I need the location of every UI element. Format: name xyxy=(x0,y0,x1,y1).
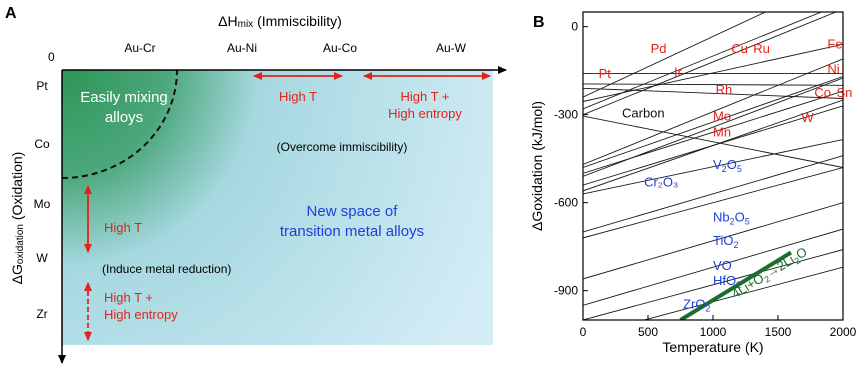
y-axis-label: ΔGoxidation (kJ/mol) xyxy=(529,101,545,231)
oxidation-chart: 0 500 1000 1500 2000 0 -300 -600 -900 Temperature… xyxy=(529,11,857,355)
series-line-zro2 xyxy=(642,266,843,320)
y-category-co: Co xyxy=(34,137,50,151)
reaction-label: 4Li+O2→2Li2O xyxy=(729,244,811,303)
series-line-ir xyxy=(583,83,843,86)
line-label: Nb2O5 xyxy=(713,210,750,227)
y-axis-title: ΔGoxidation (Oxidation) xyxy=(9,152,26,285)
overcome-immiscibility-label: (Overcome immiscibility) xyxy=(277,140,408,154)
line-label: Mo xyxy=(713,109,731,124)
line-label: Rh xyxy=(716,82,733,97)
line-label: Pt xyxy=(599,66,612,81)
line-label: VO xyxy=(713,258,732,273)
series-line-cu xyxy=(583,12,823,110)
series-lines xyxy=(583,12,843,320)
line-label: Cr₂O₃ xyxy=(644,175,678,190)
series-line-nb2o5 xyxy=(583,167,843,239)
y-tick-label: -600 xyxy=(554,196,578,210)
line-label: Pd xyxy=(651,41,667,56)
series-line-rh xyxy=(583,87,843,99)
x-category-au-co: Au-Co xyxy=(323,41,357,55)
x-tick-label: 0 xyxy=(580,325,587,339)
line-label: V2O5 xyxy=(713,157,742,174)
y-category-pt: Pt xyxy=(36,79,48,93)
x-tick-label: 500 xyxy=(638,325,658,339)
series-line-hfo2 xyxy=(583,249,843,320)
y-tick-label: -900 xyxy=(554,284,578,298)
series-line-li2o xyxy=(679,250,793,320)
series-line-vo xyxy=(583,228,843,306)
series-line-mo xyxy=(583,90,843,174)
series-line-ni xyxy=(583,58,843,165)
panel-b-letter: B xyxy=(533,14,545,31)
line-label: Mn xyxy=(713,125,731,140)
easily-mixing-label: Easily mixing alloys xyxy=(80,89,168,126)
high-entropy-label-x: High T + High entropy xyxy=(388,89,462,121)
series-line-pd xyxy=(583,12,767,98)
x-axis-title: ΔHmix (Immiscibility) xyxy=(218,13,342,30)
high-t-label-y: High T xyxy=(104,220,142,235)
series-line-w xyxy=(583,105,843,186)
line-label: Sn xyxy=(837,85,853,100)
x-tick-label: 1500 xyxy=(765,325,792,339)
line-label: Ir xyxy=(674,65,683,80)
y-category-zr: Zr xyxy=(36,307,47,321)
series-line-v2o5 xyxy=(583,139,843,195)
line-label: ZrO2 xyxy=(683,296,710,313)
y-tick-label: -300 xyxy=(554,108,578,122)
x-axis-label: Temperature (K) xyxy=(662,339,763,355)
series-line-pt xyxy=(583,43,843,102)
x-category-au-w: Au-W xyxy=(436,41,467,55)
high-t-label-x: High T xyxy=(279,89,317,104)
line-label: Co xyxy=(814,85,831,100)
line-label: Cu xyxy=(731,41,748,56)
line-label: HfO2 xyxy=(713,273,741,290)
line-label: Carbon xyxy=(622,106,665,121)
x-category-au-ni: Au-Ni xyxy=(227,41,257,55)
series-line-cr2o3 xyxy=(583,155,843,233)
y-category-w: W xyxy=(36,251,48,265)
line-label: Ru xyxy=(753,41,770,56)
line-label: TiO2 xyxy=(713,233,738,250)
y-tick-label: 0 xyxy=(571,20,578,34)
y-category-mo: Mo xyxy=(34,197,51,211)
high-entropy-label-y: High T + High entropy xyxy=(104,290,178,322)
series-line-tio2 xyxy=(583,202,843,280)
series-line-ru xyxy=(583,12,838,116)
new-space-label: New space of transition metal alloys xyxy=(280,203,424,240)
panel-b: B 0 500 1000 1500 2000 0 -300 -600 -900 Temperatu… xyxy=(529,11,857,355)
origin-label: 0 xyxy=(48,50,55,64)
series-line-carbon xyxy=(583,115,843,168)
line-label: Ni xyxy=(827,62,839,77)
line-label: W xyxy=(801,110,814,125)
panel-a: A ΔHmix (Immiscibility) 0 Au-Cr Au-Ni Au… xyxy=(5,5,507,364)
easily-mixing-boundary xyxy=(61,69,178,179)
x-tick-label: 2000 xyxy=(830,325,857,339)
alloy-space-region xyxy=(62,70,493,345)
x-tick-label: 1000 xyxy=(700,325,727,339)
series-line-co xyxy=(583,76,843,168)
panel-a-letter: A xyxy=(5,5,17,22)
x-category-au-cr: Au-Cr xyxy=(124,41,155,55)
induce-reduction-label: (Induce metal reduction) xyxy=(102,262,231,276)
line-label: Fe xyxy=(827,37,842,52)
